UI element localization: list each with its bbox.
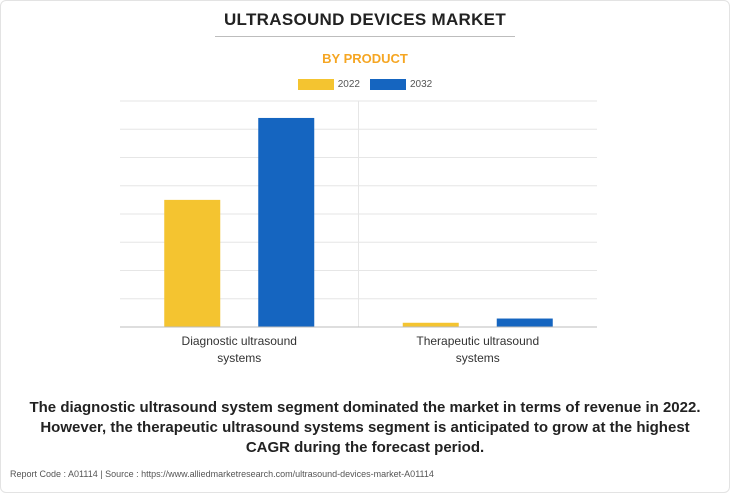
chart-subtitle: BY PRODUCT (322, 51, 408, 66)
chart-caption: The diagnostic ultrasound system segment… (29, 399, 701, 456)
category-label-line: systems (456, 351, 500, 365)
bar-2022-diagnostic (164, 199, 221, 327)
title-divider (215, 36, 515, 37)
category-label: Therapeutic ultrasound systems (416, 334, 539, 365)
bar-2032-diagnostic (258, 117, 315, 327)
bar-2022-therapeutic (402, 322, 459, 327)
legend-item-2032: 2032 (370, 79, 432, 90)
legend-label-2022: 2022 (337, 79, 360, 90)
category-label-line: Therapeutic ultrasound (416, 334, 539, 348)
source-footer: Report Code : A01114 | Source : https://… (10, 469, 434, 479)
category-label-line: Diagnostic ultrasound (182, 334, 297, 348)
legend-swatch-2022 (297, 79, 334, 90)
legend-label-2032: 2032 (410, 79, 433, 90)
bar-2032-therapeutic (496, 318, 553, 327)
category-label: Diagnostic ultrasound systems (182, 334, 297, 365)
bar-chart: Diagnostic ultrasound systemsTherapeutic … (120, 100, 597, 365)
chart-title: ULTRASOUND DEVICES MARKET (223, 10, 507, 29)
legend-item-2022: 2022 (297, 79, 360, 90)
legend: 2022 2032 (0, 79, 730, 90)
category-label-line: systems (217, 351, 261, 365)
legend-swatch-2032 (370, 79, 406, 90)
